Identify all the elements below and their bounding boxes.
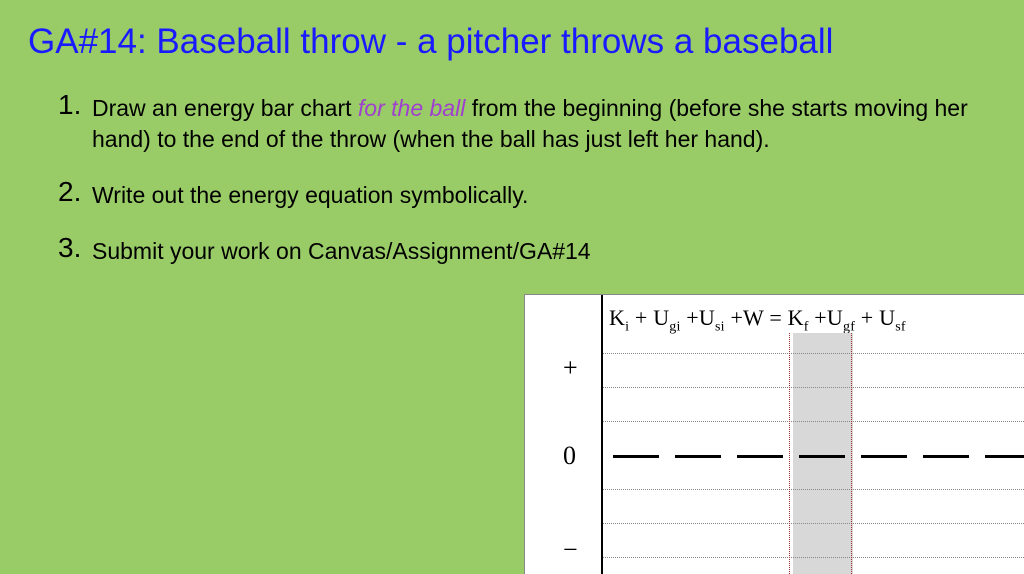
- y-label-plus: +: [563, 353, 578, 383]
- y-axis: [601, 295, 603, 574]
- list-item: 1. Draw an energy bar chart for the ball…: [58, 90, 976, 155]
- list-body: Draw an energy bar chart for the ball fr…: [92, 90, 976, 155]
- emphasis: for the ball: [358, 95, 465, 121]
- list-number: 2.: [58, 177, 92, 208]
- list-body: Submit your work on Canvas/Assignment/GA…: [92, 233, 591, 267]
- energy-bar-chart: Ki + Ugi +Usi +W = Kf +Ugf + Usf + 0 −: [524, 294, 1024, 574]
- energy-equation: Ki + Ugi +Usi +W = Kf +Ugf + Usf: [609, 305, 906, 335]
- y-label-minus: −: [563, 535, 578, 565]
- list-number: 1.: [58, 90, 92, 121]
- list-item: 3. Submit your work on Canvas/Assignment…: [58, 233, 976, 267]
- list-item: 2. Write out the energy equation symboli…: [58, 177, 976, 211]
- list-number: 3.: [58, 233, 92, 264]
- y-label-zero: 0: [563, 441, 576, 471]
- page-title: GA#14: Baseball throw - a pitcher throws…: [0, 0, 1024, 80]
- list-body: Write out the energy equation symbolical…: [92, 177, 528, 211]
- instruction-list: 1. Draw an energy bar chart for the ball…: [0, 80, 1024, 267]
